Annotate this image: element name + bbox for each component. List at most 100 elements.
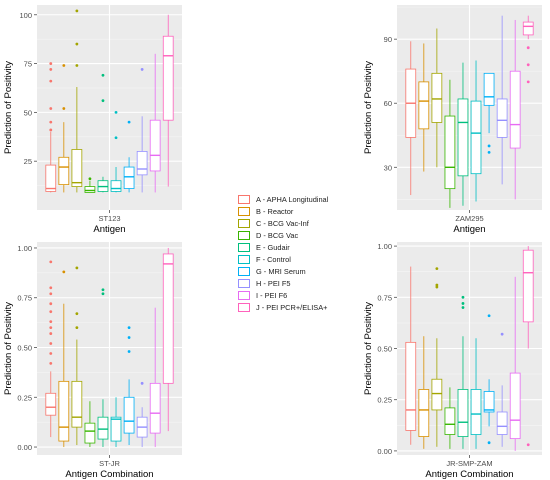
box-G	[483, 72, 495, 154]
y-axis-label: Prediction of Positivity	[363, 61, 374, 154]
legend-key	[238, 218, 250, 228]
outlier-point	[461, 306, 465, 309]
outlier-point	[500, 332, 504, 336]
box-B	[58, 64, 70, 193]
legend-label: F - Control	[256, 255, 291, 265]
legend-item: C - BCG Vac-Inf	[238, 217, 388, 229]
box-A	[405, 41, 417, 196]
y-tick-label: 75	[24, 60, 32, 69]
box-I	[149, 307, 161, 448]
box-body	[418, 389, 430, 437]
box-body	[522, 249, 534, 323]
box-body	[496, 411, 508, 435]
box-J	[162, 14, 174, 187]
legend-label: G - MRI Serum	[256, 267, 306, 277]
legend-key	[238, 255, 250, 265]
y-tick-label: 0.00	[377, 447, 392, 456]
y-tick-label: 1.00	[17, 244, 32, 253]
box-body	[418, 81, 430, 130]
outlier-point	[114, 110, 118, 114]
box-D	[84, 401, 96, 448]
outlier-point	[49, 128, 53, 132]
outlier-point	[526, 443, 530, 447]
box-body	[457, 389, 469, 437]
legend-key	[238, 291, 250, 301]
box-body	[431, 378, 443, 411]
box-body	[123, 166, 135, 189]
box-J	[162, 247, 174, 432]
box-body	[162, 35, 174, 121]
legend-item: J - PEI PCR+/ELISA+	[238, 302, 388, 314]
box-body	[522, 21, 534, 36]
box-C	[71, 266, 83, 446]
x-tick-label: ST-JR	[99, 459, 120, 468]
legend-key	[238, 230, 250, 240]
outlier-point	[75, 42, 79, 46]
legend-item: I - PEI F6	[238, 290, 388, 302]
legend-key	[238, 303, 250, 313]
box-I	[509, 19, 521, 200]
outlier-point	[127, 336, 131, 339]
box-body	[162, 253, 174, 384]
outlier-point	[487, 144, 491, 148]
box-J	[522, 246, 534, 447]
box-B	[418, 336, 430, 449]
box-body	[483, 391, 495, 413]
box-body	[457, 98, 469, 177]
outlier-point	[49, 68, 53, 71]
y-tick-label: 0.25	[17, 393, 32, 402]
outlier-point	[114, 136, 118, 140]
legend-label: E - Gudair	[256, 242, 290, 252]
box-body	[45, 392, 57, 416]
outlier-point	[101, 288, 105, 292]
outlier-point	[526, 63, 530, 67]
outlier-point	[62, 107, 66, 110]
outlier-point	[127, 326, 131, 329]
legend-label: I - PEI F6	[256, 291, 288, 301]
outlier-point	[49, 342, 53, 345]
box-D	[84, 177, 96, 193]
x-axis-label: Antigen Combination	[65, 469, 153, 480]
outlier-point	[49, 286, 53, 290]
outlier-point	[88, 177, 92, 181]
outlier-point	[435, 267, 439, 271]
box-body	[470, 100, 482, 175]
outlier-point	[49, 310, 53, 314]
y-tick-label: 90	[384, 35, 392, 44]
outlier-point	[49, 120, 53, 124]
y-tick-label: 30	[384, 163, 392, 172]
legend-key	[238, 267, 250, 277]
outlier-point	[49, 62, 53, 65]
outlier-point	[49, 302, 53, 306]
box-G	[123, 326, 135, 446]
box-F	[470, 338, 482, 449]
box-body	[149, 382, 161, 434]
box-body	[58, 156, 70, 186]
outlier-point	[101, 99, 105, 103]
y-tick-label: 0.25	[377, 396, 392, 405]
legend-label: C - BCG Vac-Inf	[256, 218, 309, 228]
box-body	[45, 164, 57, 192]
box-J	[522, 15, 534, 84]
outlier-point	[75, 64, 79, 67]
legend-label: B - Reactor	[256, 206, 294, 216]
outlier-point	[75, 9, 79, 13]
y-tick-label: 0.75	[377, 293, 392, 302]
box-H	[136, 68, 148, 193]
box-body	[509, 372, 521, 440]
outlier-point	[461, 302, 465, 305]
box-body	[444, 407, 456, 435]
box-body	[84, 422, 96, 444]
outlier-point	[435, 283, 439, 287]
y-axis-label: Prediction of Positivity	[3, 302, 14, 395]
box-body	[58, 380, 70, 442]
box-body	[444, 115, 456, 190]
box-body	[509, 70, 521, 149]
box-body	[84, 186, 96, 193]
y-axis-label: Prediction of Positivity	[363, 302, 374, 395]
y-tick-label: 100	[19, 11, 32, 20]
